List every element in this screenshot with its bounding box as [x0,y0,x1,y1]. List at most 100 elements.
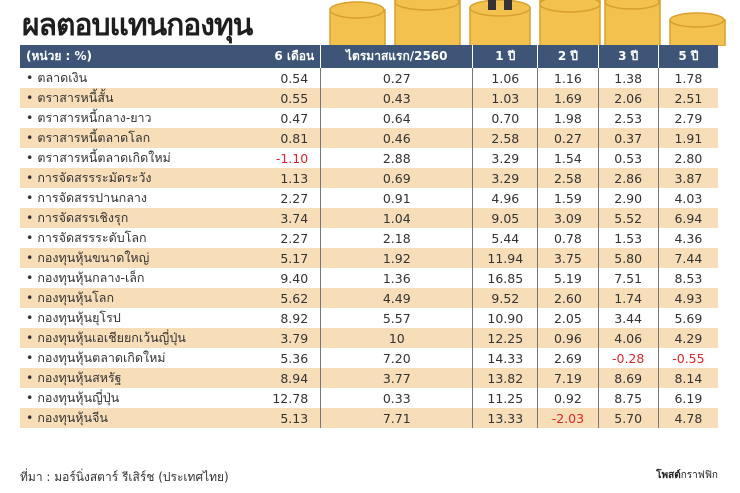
cell-value: 0.54 [280,70,309,86]
cell-value: -0.55 [657,348,718,368]
cell-value: 3.09 [537,208,599,228]
cell-value: -0.28 [597,348,659,368]
cell-value: 1.03 [472,88,538,108]
cell-value: 7.71 [320,408,473,428]
row-label: • การจัดสรรระมัดระวัง [20,168,249,188]
cell-value: 2.53 [597,108,659,128]
cell-value: 7.51 [597,268,659,288]
cell-value: 0.81 [248,128,321,148]
cell-value: 0.70 [472,108,538,128]
credit-bold: โพสต์ [656,470,681,481]
table-row: • กองทุนหุ้นญี่ปุ่น 12.78 0.33 11.25 0.92 8.7… [20,388,718,408]
cell-value: -2.03 [537,408,599,428]
table-row: • กองทุนหุ้นโลก 5.62 4.49 9.52 2.60 1.74 4.93 [20,288,718,308]
cell-value: 5.17 [248,248,321,268]
cell-value: 13.82 [472,368,538,388]
cell-value: 0.64 [320,108,473,128]
cell-value: 7.44 [657,248,718,268]
row-label: • กองทุนหุ้นตลาดเกิดใหม่ [26,350,166,365]
cell-value: 3.75 [537,248,599,268]
cell-value: 5.13 [248,408,321,428]
row-label: • กองทุนหุ้นสหรัฐ [20,368,249,388]
cell-value: 0.27 [320,68,473,88]
cell-value: 1.91 [657,128,718,148]
source-note: ที่มา : มอร์นิ่งสตาร์ รีเสิร์ช (ประเทศไท… [20,470,229,484]
row-label: • การจัดสรรปานกลาง [26,190,147,205]
cell-value: 3.79 [248,328,321,348]
cell-value: 4.49 [320,288,473,308]
cell-value: 2.58 [472,128,538,148]
cell-value: 2.27 [280,190,309,206]
cell-value: 5.70 [597,408,659,428]
cell-value: 5.52 [597,208,659,228]
table-row: • กองทุนหุ้นสหรัฐ 8.94 3.77 13.82 7.19 8.69 8.… [20,368,718,388]
table-row: • การจัดสรรปานกลาง 2.27 0.91 4.96 1.59 2.90 4.… [20,188,718,208]
cell-value: 8.92 [280,310,309,326]
cell-value: 8.53 [657,268,718,288]
cell-value: 2.86 [597,168,659,188]
table-row: • กองทุนหุ้นจีน 5.13 7.71 13.33 -2.03 5.70 4.7… [20,408,718,428]
row-label: • ตราสารหนี้กลาง-ยาว [26,110,152,125]
cell-value: 5.80 [597,248,659,268]
cell-value: 10 [320,328,473,348]
cell-value: 4.93 [657,288,718,308]
table-row: • กองทุนหุ้นตลาดเกิดใหม่ 5.36 7.20 14.33 2.6… [20,348,718,368]
cell-value: 4.29 [657,328,718,348]
cell-value: 8.75 [597,388,659,408]
row-label: • การจัดสรรเชิงรุก [20,208,249,228]
table-row: • การจัดสรรระดับโลก 2.27 2.18 5.44 0.78 1.53 4… [20,228,718,248]
cell-value: 3.74 [248,208,321,228]
cell-value: 9.05 [472,208,538,228]
cell-value: 4.96 [472,188,538,208]
cell-value: 4.03 [657,188,718,208]
cell-value: 2.88 [320,148,473,168]
cell-value: 2.90 [597,188,659,208]
cell-value: 0.69 [320,168,473,188]
cell-value: 1.36 [320,268,473,288]
cell-value: 1.38 [597,68,659,88]
cell-value: 0.91 [320,188,473,208]
graphic-credit: โพสต์กราฟฟิก [656,468,718,483]
cell-value: 2.05 [537,308,599,328]
cell-value: 3.44 [597,308,659,328]
cell-value: 4.36 [657,228,718,248]
cell-value: 3.87 [657,168,718,188]
column-header: 6 เดือน [248,45,321,68]
cell-value: 2.79 [657,108,718,128]
column-header: 2 ปี [537,45,599,68]
cell-value: 11.25 [472,388,538,408]
cell-value: 5.36 [280,350,309,366]
row-label: • กองทุนหุ้นโลก [20,288,249,308]
cell-value: 4.78 [657,408,718,428]
cell-value: 0.96 [537,328,599,348]
cell-value: 2.51 [657,88,718,108]
column-header: 5 ปี [657,45,718,68]
cell-value: 1.06 [472,68,538,88]
cell-value: 2.06 [597,88,659,108]
cell-value: 0.37 [597,128,659,148]
cell-value: 2.69 [537,348,599,368]
cell-value: 0.55 [248,88,321,108]
cell-value: 2.80 [657,148,718,168]
cell-value: 0.47 [280,110,309,126]
column-header: (หน่วย : %) [20,45,249,68]
cell-value: 3.29 [472,168,538,188]
cell-value: 7.19 [537,368,599,388]
table-row: • กองทุนหุ้นกลาง-เล็ก 9.40 1.36 16.85 5.19 7.… [20,268,718,288]
cell-value: 1.04 [320,208,473,228]
row-label: • การจัดสรรระดับโลก [26,230,147,245]
cell-value: 8.14 [657,368,718,388]
cell-value: 4.06 [597,328,659,348]
cell-value: 1.92 [320,248,473,268]
cell-value: 5.44 [472,228,538,248]
cell-value: 0.33 [320,388,473,408]
row-label: • กองทุนหุ้นขนาดใหญ่ [20,248,249,268]
row-label: • กองทุนหุ้นจีน [20,408,249,428]
cell-value: 9.40 [280,270,309,286]
cell-value: 5.69 [657,308,718,328]
cell-value: 1.78 [657,68,718,88]
table-row: • ตราสารหนี้ตลาดเกิดใหม่ -1.10 2.88 3.29 1.5… [20,148,718,168]
table-row: • ตราสารหนี้ตลาดโลก 0.81 0.46 2.58 0.27 0.37 1… [20,128,718,148]
row-label: • ตราสารหนี้สั้น [20,88,249,108]
row-label: • ตราสารหนี้ตลาดเกิดใหม่ [26,150,171,165]
